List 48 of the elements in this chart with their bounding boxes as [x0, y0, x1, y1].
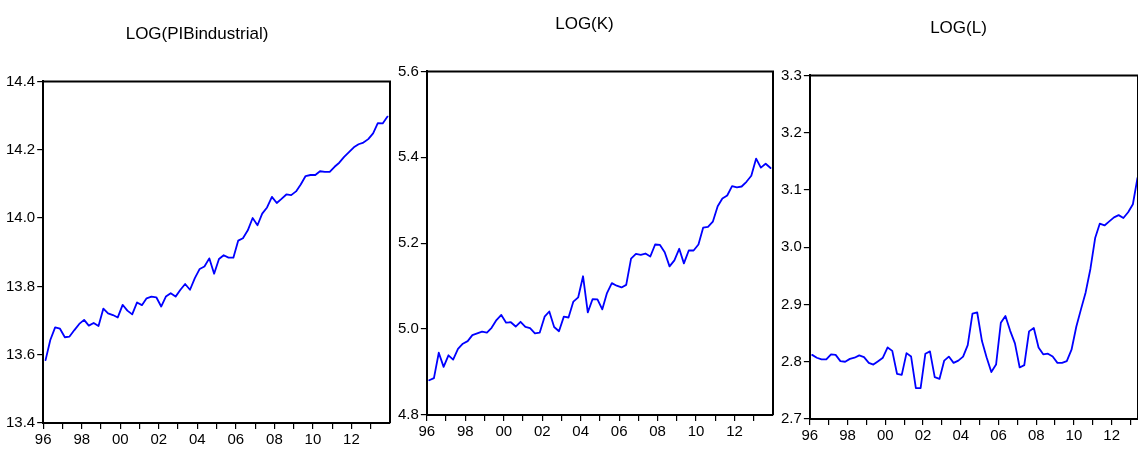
y-tick-label: 13.8 — [5, 276, 36, 294]
y-tick-label: 14.4 — [5, 71, 36, 89]
x-tick-label: 08 — [649, 422, 666, 440]
x-tick-label: 04 — [188, 430, 206, 448]
y-tick-label: 2.8 — [780, 351, 802, 369]
y-tick-label: 3.3 — [780, 65, 802, 83]
y-tick-label: 4.8 — [397, 405, 419, 423]
y-tick-label: 5.0 — [397, 319, 419, 337]
x-tick-label: 98 — [456, 422, 474, 440]
y-tick-label: 3.2 — [780, 122, 802, 140]
y-tick-label: 3.1 — [780, 180, 802, 198]
y-tick-label: 5.2 — [397, 233, 419, 251]
x-tick-label: 96 — [34, 430, 52, 448]
y-tick-label: 14.2 — [5, 139, 36, 157]
x-tick-label: 08 — [266, 430, 283, 448]
y-tick-label: 14.0 — [5, 208, 36, 226]
x-tick-label: 02 — [533, 422, 551, 440]
x-tick-label: 12 — [726, 422, 743, 440]
x-tick-label: 98 — [73, 430, 91, 448]
y-tick-label: 13.6 — [5, 344, 36, 362]
x-tick-label: 08 — [1027, 426, 1045, 444]
x-tick-label: 10 — [687, 422, 705, 440]
x-tick-label: 96 — [801, 426, 819, 444]
x-tick-label: 10 — [304, 430, 322, 448]
chart-title: LOG(L) — [930, 17, 987, 37]
chart-title: LOG(K) — [555, 13, 614, 33]
x-tick-label: 00 — [495, 422, 513, 440]
y-tick-label: 2.7 — [780, 409, 802, 427]
y-tick-label: 2.9 — [780, 294, 802, 312]
x-tick-label: 98 — [839, 426, 856, 444]
y-tick-label: 5.4 — [397, 147, 419, 165]
y-tick-label: 13.4 — [5, 413, 36, 431]
y-tick-label: 3.0 — [780, 237, 802, 255]
x-tick-label: 04 — [952, 426, 970, 444]
x-tick-label: 06 — [990, 426, 1007, 444]
x-tick-label: 12 — [1103, 426, 1121, 444]
x-tick-label: 00 — [876, 426, 894, 444]
x-tick-label: 02 — [150, 430, 168, 448]
x-tick-label: 06 — [227, 430, 245, 448]
x-tick-label: 04 — [572, 422, 590, 440]
x-tick-label: 12 — [343, 430, 360, 448]
x-tick-label: 00 — [111, 430, 129, 448]
x-tick-label: 02 — [914, 426, 932, 444]
chart-title: LOG(PIBindustrial) — [125, 23, 269, 43]
x-tick-label: 96 — [418, 422, 436, 440]
x-tick-label: 06 — [610, 422, 628, 440]
y-tick-label: 5.6 — [397, 61, 419, 79]
x-tick-label: 10 — [1065, 426, 1083, 444]
